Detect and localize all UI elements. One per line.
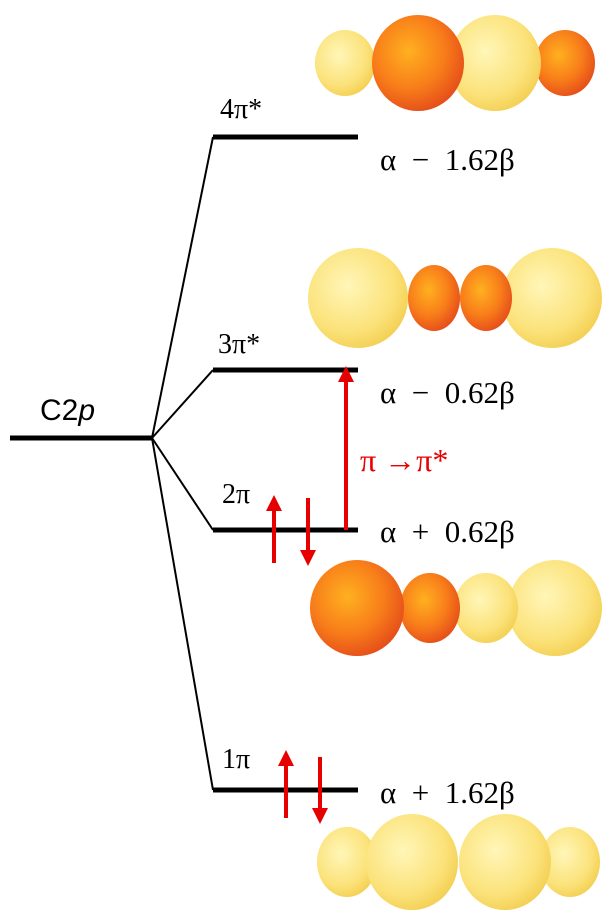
lobe: [372, 15, 464, 111]
orbital-lobes-1pi: [317, 814, 600, 910]
transition-label: π →π*: [360, 442, 448, 478]
lobe: [502, 248, 602, 348]
correlation-lines: [151, 136, 214, 791]
correlation-line-3pi-star: [151, 369, 214, 439]
correlation-line-1pi: [151, 437, 214, 791]
level-label-3pi-star: 3π*: [218, 329, 260, 360]
lobe: [308, 248, 408, 348]
lobe: [408, 265, 460, 331]
electron-pair-1pi: [278, 750, 328, 824]
correlation-line-4pi-star: [151, 136, 214, 439]
lobe: [508, 560, 602, 656]
energy-1pi: α + 1.62β: [380, 775, 515, 810]
lobe: [400, 573, 460, 643]
electron-pair-2pi: [266, 495, 316, 566]
lobe: [535, 30, 595, 96]
correlation-line-2pi: [151, 437, 214, 531]
energy-4pi-star: α − 1.62β: [380, 142, 515, 177]
lobe: [454, 573, 518, 643]
level-label-4pi-star: 4π*: [220, 94, 262, 125]
atomic-orbital-label: C2p: [40, 394, 95, 427]
energy-2pi: α + 0.62β: [380, 514, 515, 549]
level-label-2pi: 2π: [222, 479, 250, 510]
energy-3pi-star: α − 0.62β: [380, 375, 515, 410]
lobe: [540, 827, 600, 897]
lobe: [310, 560, 404, 656]
lobe: [315, 30, 375, 96]
orbital-lobes-3pi-star: [308, 248, 602, 348]
lobe: [366, 814, 458, 910]
lobe: [449, 15, 541, 111]
level-label-1pi: 1π: [222, 744, 250, 775]
orbital-lobes-4pi-star: [315, 15, 595, 111]
lobe: [317, 827, 377, 897]
lobe: [459, 814, 551, 910]
lobe: [460, 265, 512, 331]
orbital-lobes-2pi: [310, 560, 602, 656]
